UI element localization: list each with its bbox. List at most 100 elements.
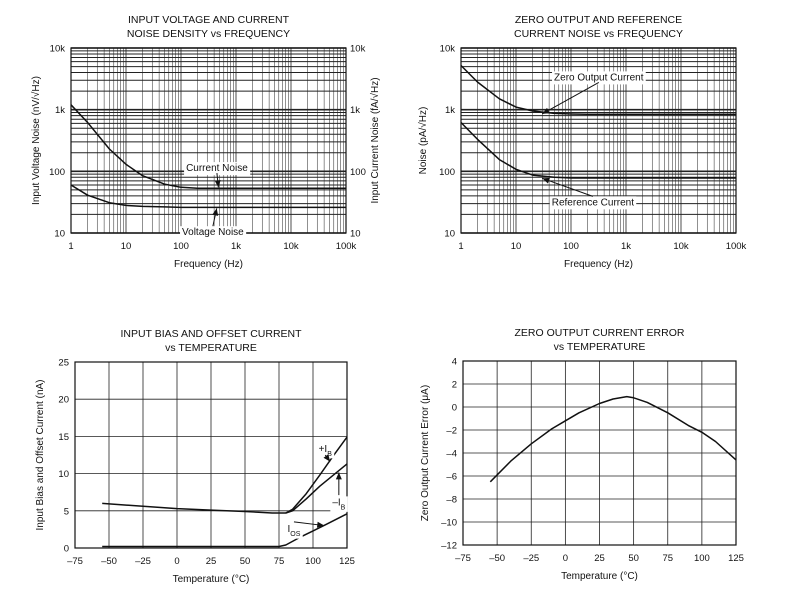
annotation-arrow xyxy=(542,177,594,197)
series-line-1 xyxy=(460,64,736,116)
annotation-label: Voltage Noise xyxy=(182,227,244,238)
x-tick-label: –50 xyxy=(101,556,117,567)
series-line-1 xyxy=(70,104,346,190)
x-tick-label: 50 xyxy=(628,553,639,564)
annotation-arrow xyxy=(542,81,600,115)
x-tick-label: 10k xyxy=(673,241,689,252)
chart-title: INPUT BIAS AND OFFSET CURRENT xyxy=(120,328,302,340)
chart-subtitle: vs TEMPERATURE xyxy=(165,342,257,354)
x-tick-label: 1k xyxy=(231,241,241,252)
x-tick-label: 75 xyxy=(274,556,285,567)
annotation-label: Current Noise xyxy=(186,163,248,174)
y-tick-label: 1k xyxy=(55,105,65,116)
annotation-arrowhead xyxy=(214,180,221,188)
y-tick-label: 10 xyxy=(58,469,69,480)
x-tick-label: 100k xyxy=(336,241,357,252)
x-tick-label: 125 xyxy=(339,556,355,567)
x-tick-label: –75 xyxy=(67,556,83,567)
series-line-2 xyxy=(70,184,346,209)
y-tick-label: 5 xyxy=(64,506,69,517)
x-tick-label: 1k xyxy=(621,241,631,252)
chart-title: ZERO OUTPUT AND REFERENCE xyxy=(515,14,682,26)
plot-frame xyxy=(70,47,347,234)
y-tick-label: 1k xyxy=(445,105,455,116)
y-tick-label: –4 xyxy=(446,449,457,460)
annotation-arrowhead xyxy=(335,472,342,480)
x-tick-label: 25 xyxy=(206,556,217,567)
grid xyxy=(70,47,347,234)
chart-4: ZERO OUTPUT CURRENT ERROR vs TEMPERATURE –… xyxy=(420,327,744,582)
chart-title: ZERO OUTPUT CURRENT ERROR xyxy=(515,327,685,339)
y-axis-label-right: Input Current Noise (fA/√Hz) xyxy=(369,77,381,203)
y-tick-label: 0 xyxy=(452,403,457,414)
annotation-arrowhead xyxy=(542,177,550,184)
x-tick-label: 10k xyxy=(283,241,299,252)
y-tick-label: –12 xyxy=(441,541,457,552)
plot-frame xyxy=(460,47,737,234)
chart-3: INPUT BIAS AND OFFSET CURRENT vs TEMPERAT… xyxy=(35,328,355,585)
annotation-bg xyxy=(316,442,335,459)
x-tick-label: 1 xyxy=(68,241,73,252)
x-tick-label: 25 xyxy=(594,553,605,564)
y-tick-label: 0 xyxy=(64,544,69,555)
y-tick-label: 10k xyxy=(440,44,456,55)
y-tick-label: 10 xyxy=(444,229,455,240)
y-tick-label: –2 xyxy=(446,426,457,437)
annotation-arrowhead xyxy=(323,454,331,462)
chart-subtitle: vs TEMPERATURE xyxy=(554,341,646,353)
y-tick-label: 2 xyxy=(452,380,457,391)
chart-2: ZERO OUTPUT AND REFERENCE CURRENT NOISE v… xyxy=(417,14,747,270)
annotation-bg xyxy=(180,226,247,240)
plot-frame xyxy=(462,360,737,546)
grid xyxy=(462,360,737,546)
x-axis-label: Frequency (Hz) xyxy=(564,259,633,270)
grid xyxy=(74,361,348,549)
series-line-1 xyxy=(489,395,737,483)
annotation-label: –IB xyxy=(332,497,345,511)
y-axis-label: Input Bias and Offset Current (nA) xyxy=(35,379,46,530)
x-tick-label: 50 xyxy=(240,556,251,567)
x-tick-label: 100 xyxy=(694,553,710,564)
series-line-2 xyxy=(285,463,348,514)
x-tick-label: 100 xyxy=(305,556,321,567)
x-axis-label: Temperature (°C) xyxy=(173,574,250,585)
x-tick-label: 1 xyxy=(458,241,463,252)
y-tick-label: 10 xyxy=(54,229,65,240)
x-tick-label: 10 xyxy=(511,241,522,252)
y-tick-label: 10k xyxy=(50,44,66,55)
x-tick-label: 0 xyxy=(174,556,179,567)
annotation-arrowhead xyxy=(542,107,550,114)
x-tick-label: 100 xyxy=(563,241,579,252)
y-axis-label: Noise (pA/√Hz) xyxy=(417,107,429,175)
chart-title: INPUT VOLTAGE AND CURRENT xyxy=(128,14,290,26)
y-right-tick-label: 100 xyxy=(350,167,366,178)
annotation-bg xyxy=(552,71,646,85)
y-tick-label: –8 xyxy=(446,495,457,506)
y-axis-label: Input Voltage Noise (nV/√Hz) xyxy=(30,76,42,205)
series-line-1 xyxy=(102,436,348,514)
y-tick-label: 100 xyxy=(439,167,455,178)
x-tick-label: –75 xyxy=(455,553,471,564)
x-tick-label: 75 xyxy=(662,553,673,564)
x-tick-label: 100 xyxy=(173,241,189,252)
x-tick-label: 10 xyxy=(121,241,132,252)
annotation-label: +IB xyxy=(319,444,333,458)
series-line-3 xyxy=(102,513,348,548)
chart-1: INPUT VOLTAGE AND CURRENT NOISE DENSITY v… xyxy=(30,14,381,270)
annotation-bg xyxy=(549,196,637,210)
chart-subtitle: NOISE DENSITY vs FREQUENCY xyxy=(127,28,290,40)
y-right-tick-label: 1k xyxy=(350,105,360,116)
x-tick-label: –50 xyxy=(489,553,505,564)
y-tick-label: –6 xyxy=(446,472,457,483)
annotation-arrowhead xyxy=(316,521,325,528)
annotation-bg xyxy=(184,162,251,176)
x-tick-label: 125 xyxy=(728,553,744,564)
y-tick-label: 4 xyxy=(452,357,457,368)
y-tick-label: 25 xyxy=(58,358,69,369)
annotation-label: IOS xyxy=(288,524,301,538)
y-axis-label: Zero Output Current Error (μA) xyxy=(420,385,431,521)
annotation-bg xyxy=(285,523,303,539)
annotation-label: Reference Current xyxy=(552,197,634,208)
x-tick-label: 0 xyxy=(563,553,568,564)
